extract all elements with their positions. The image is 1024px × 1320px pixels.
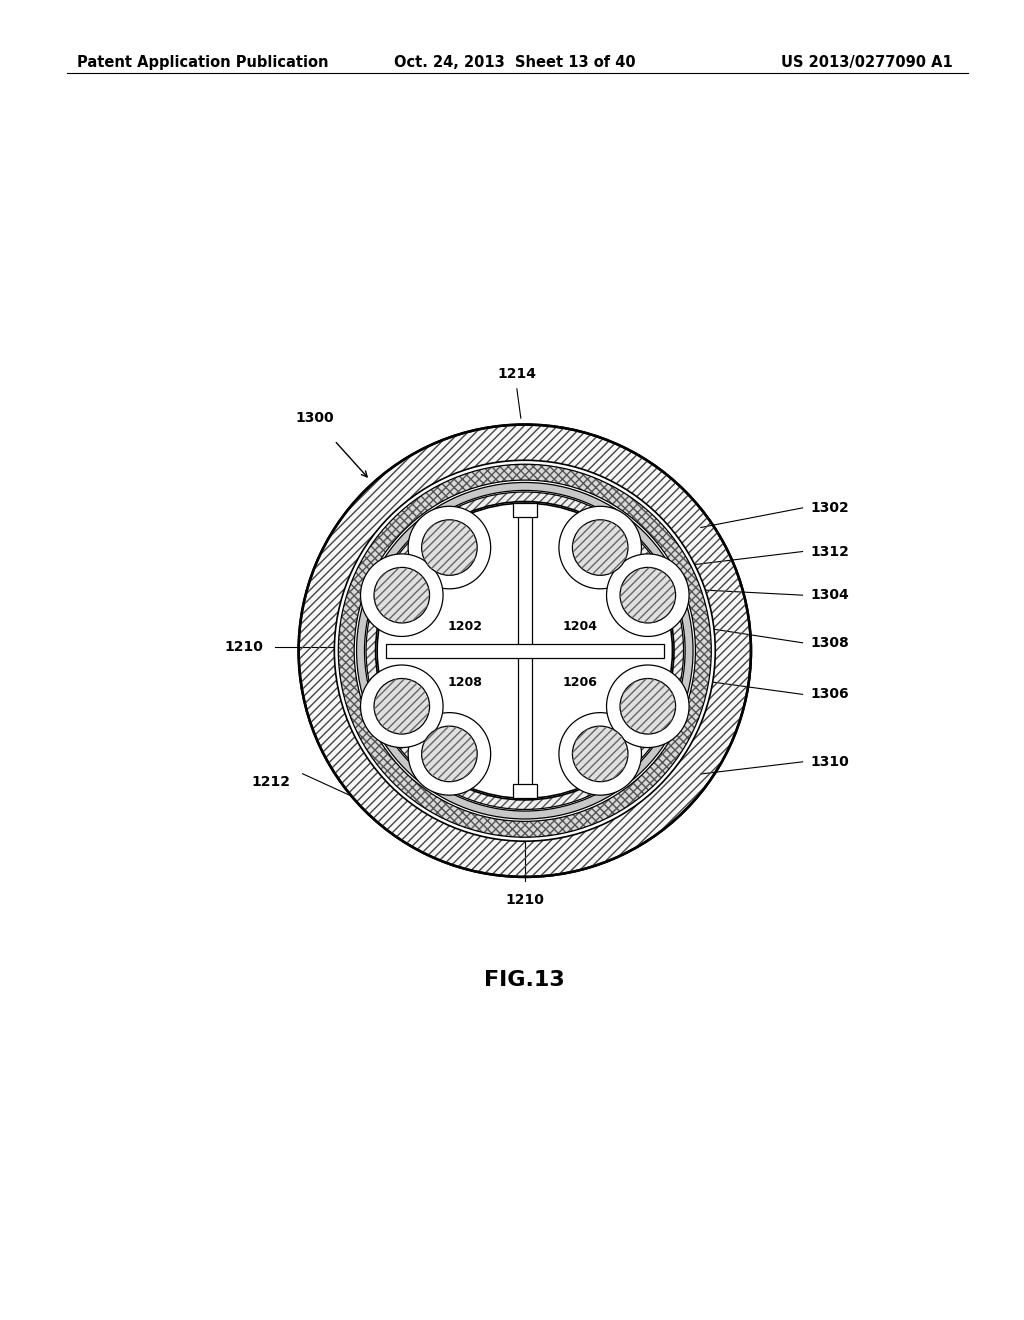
Circle shape [366,492,684,809]
Text: 1204: 1204 [563,620,598,634]
Circle shape [409,713,490,795]
Circle shape [606,665,689,747]
Text: 1306: 1306 [811,688,849,701]
Text: 1214: 1214 [498,367,537,381]
Bar [513,503,537,517]
Circle shape [409,507,490,589]
Circle shape [422,726,477,781]
Text: US 2013/0277090 A1: US 2013/0277090 A1 [780,55,952,70]
Text: Patent Application Publication: Patent Application Publication [77,55,329,70]
Text: 1206: 1206 [563,676,598,689]
Circle shape [374,678,430,734]
Circle shape [374,568,430,623]
Text: 1208: 1208 [447,676,482,689]
Circle shape [338,465,712,837]
Circle shape [360,665,443,747]
Circle shape [377,503,673,799]
Text: 1312: 1312 [811,545,849,558]
Circle shape [559,713,641,795]
Text: Oct. 24, 2013  Sheet 13 of 40: Oct. 24, 2013 Sheet 13 of 40 [394,55,636,70]
Circle shape [559,507,641,589]
Bar [386,644,664,657]
Circle shape [606,554,689,636]
Circle shape [572,726,628,781]
Circle shape [621,678,676,734]
Text: 1210: 1210 [224,640,263,653]
Text: 1202: 1202 [447,620,482,634]
Text: 1304: 1304 [811,589,849,602]
Circle shape [422,520,477,576]
Text: 1300: 1300 [295,411,334,425]
Text: 1310: 1310 [811,755,849,768]
Circle shape [334,461,715,841]
Circle shape [376,502,674,800]
Bar [513,784,537,799]
Circle shape [354,480,695,821]
Circle shape [621,568,676,623]
Circle shape [360,554,443,636]
Circle shape [365,491,685,810]
Circle shape [356,483,693,818]
Circle shape [299,425,751,876]
Text: 1308: 1308 [811,636,849,649]
Text: 1210: 1210 [506,892,544,907]
Text: FIG.13: FIG.13 [484,970,565,990]
Text: 1212: 1212 [252,775,291,788]
Bar [518,512,531,789]
Circle shape [572,520,628,576]
Text: 1302: 1302 [811,500,849,515]
